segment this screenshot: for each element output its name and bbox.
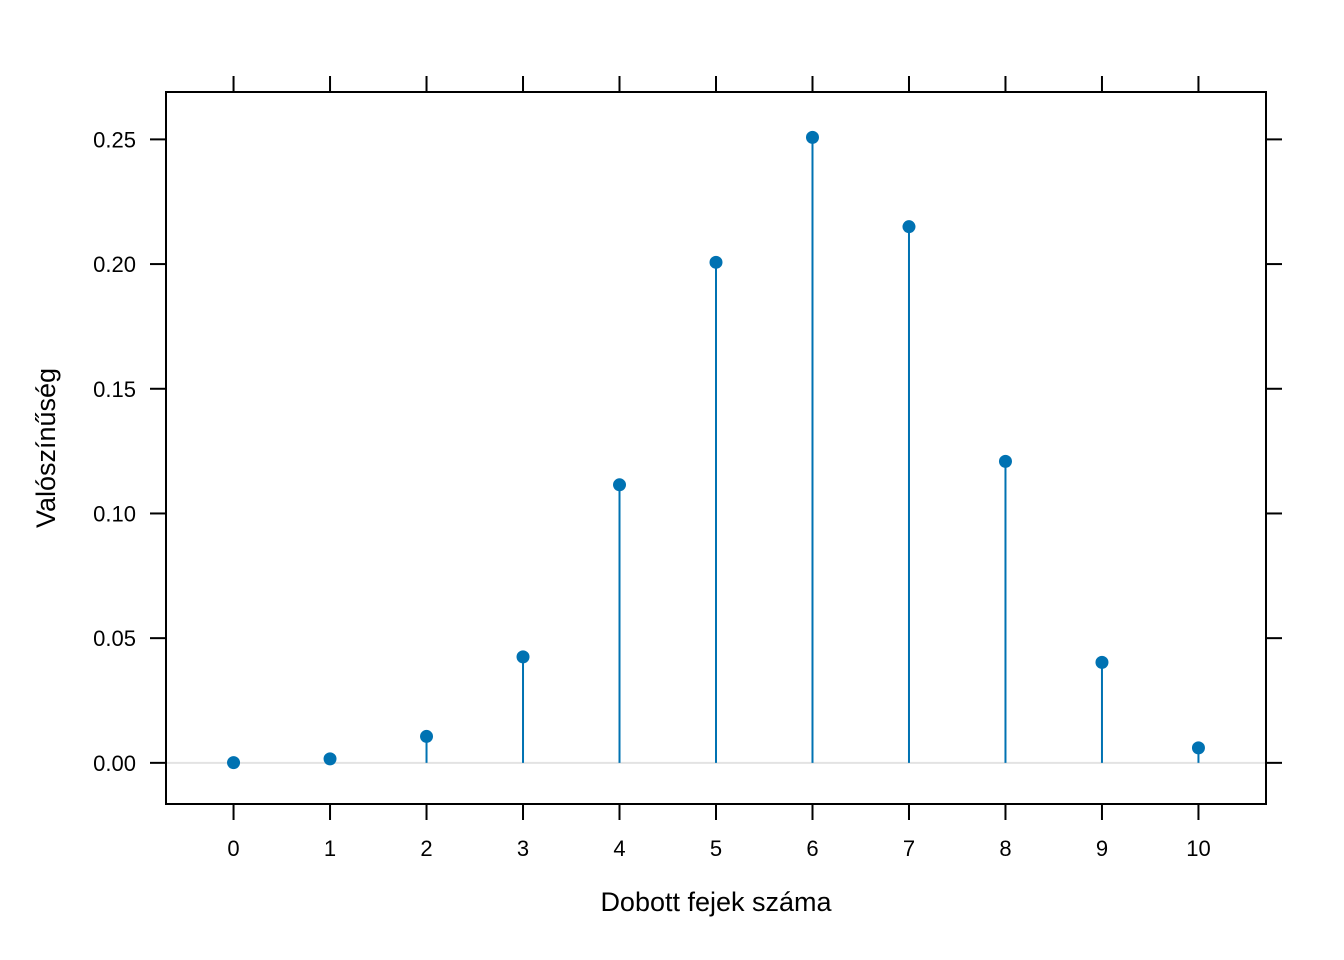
- data-point: [998, 454, 1012, 468]
- data-point: [902, 220, 916, 234]
- x-tick-label: 5: [710, 836, 722, 861]
- data-point: [420, 729, 434, 743]
- data-point: [323, 752, 337, 766]
- data-point: [613, 478, 627, 492]
- data-point: [805, 130, 819, 144]
- x-tick-label: 7: [903, 836, 915, 861]
- y-tick-label: 0.10: [93, 501, 136, 526]
- x-tick-label: 0: [227, 836, 239, 861]
- x-tick-label: 1: [324, 836, 336, 861]
- x-tick-label: 9: [1096, 836, 1108, 861]
- x-tick-label: 3: [517, 836, 529, 861]
- y-tick-label: 0.20: [93, 252, 136, 277]
- x-tick-label: 8: [999, 836, 1011, 861]
- x-tick-label: 10: [1186, 836, 1210, 861]
- y-tick-label: 0.15: [93, 377, 136, 402]
- y-tick-label: 0.25: [93, 127, 136, 152]
- x-tick-label: 6: [806, 836, 818, 861]
- y-axis-label: Valószínűség: [31, 368, 61, 528]
- x-tick-label: 2: [420, 836, 432, 861]
- stems: [232, 137, 1200, 763]
- points: [227, 130, 1205, 770]
- y-ticks: 0.00 0.05 0.10 0.15 0.20 0.25: [93, 127, 1282, 776]
- data-point: [1095, 655, 1109, 669]
- y-tick-label: 0.05: [93, 626, 136, 651]
- data-point: [227, 756, 241, 770]
- x-tick-label: 4: [613, 836, 625, 861]
- y-tick-label: 0.00: [93, 751, 136, 776]
- x-axis-label: Dobott fejek száma: [600, 887, 832, 917]
- x-ticks: 0 1 2 3 4 5 6 7 8 9 10: [227, 76, 1211, 861]
- data-point: [1191, 741, 1205, 755]
- data-point: [709, 255, 723, 269]
- data-point: [516, 650, 530, 664]
